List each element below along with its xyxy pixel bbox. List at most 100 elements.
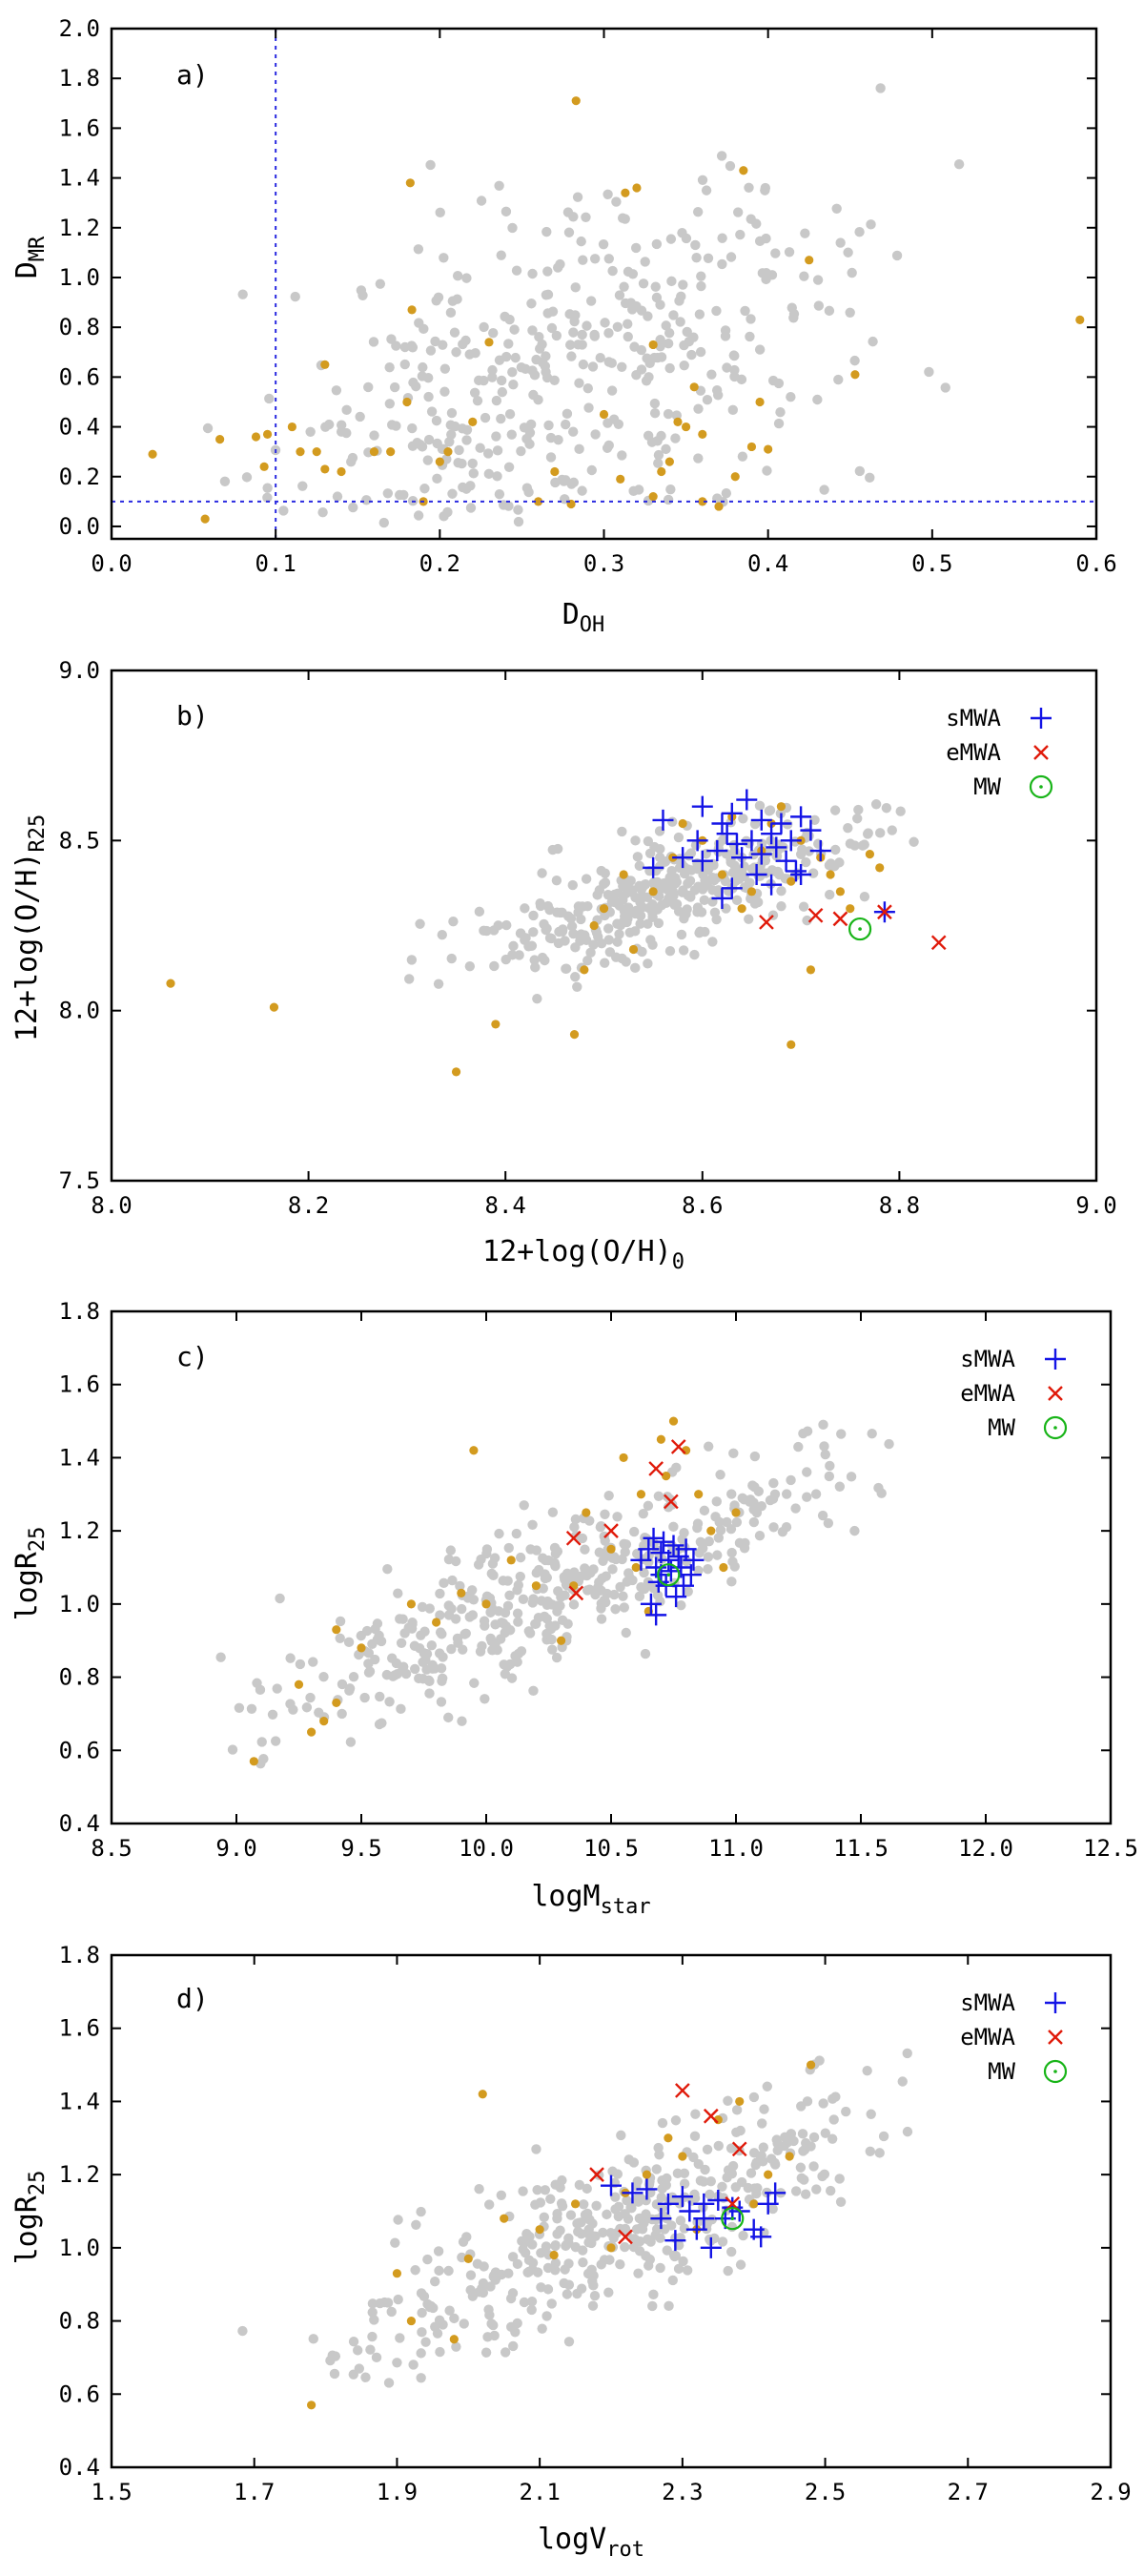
smwa-plus-marker (707, 2189, 729, 2211)
smwa-plus-marker (766, 836, 787, 858)
data-point-gray (563, 227, 575, 237)
data-point-gray (491, 395, 502, 406)
data-point-gray (689, 2189, 700, 2200)
emwa-cross-marker (670, 1439, 686, 1454)
data-point-gray (305, 1692, 316, 1703)
data-point-gray (675, 317, 685, 327)
data-point-gold (698, 497, 707, 506)
emwa-cross-marker (648, 1461, 664, 1476)
data-point-gray (506, 429, 517, 440)
data-point-gray (367, 2331, 378, 2342)
panel-c: c) logMstar logR25 8.5 9.0 9.5 10.0 10.5 11.0… (10, 1298, 1138, 1919)
data-point-gray (227, 1744, 238, 1755)
data-point-gray (384, 399, 396, 409)
data-point-gray (519, 2297, 530, 2308)
data-point-gray (607, 2166, 618, 2176)
data-point-gray (633, 484, 644, 495)
data-point-gray (482, 2332, 493, 2342)
data-point-gray (426, 1640, 438, 1651)
data-point-gray (667, 816, 678, 827)
data-point-gray (389, 381, 400, 393)
data-point-gray (215, 1652, 226, 1662)
data-point-gray (448, 916, 459, 927)
data-point-gray (496, 375, 507, 386)
data-point-gray (603, 1490, 614, 1501)
data-point-gray (642, 892, 653, 903)
data-point-gray (413, 510, 424, 521)
data-point-gray (640, 1648, 651, 1659)
smwa-plus-marker (775, 850, 797, 872)
data-point-gray (635, 918, 645, 929)
data-point-gray (452, 271, 463, 281)
smwa-plus-marker (711, 887, 733, 909)
data-point-gray (615, 2259, 625, 2270)
data-point-gray (591, 2200, 602, 2211)
y-tick-label: 0.6 (59, 2380, 100, 2407)
data-point-gray (595, 352, 605, 363)
y-tick-label: 1.8 (59, 1298, 100, 1325)
data-point-gray (602, 2209, 612, 2220)
data-point-gray (577, 1533, 588, 1544)
data-point-gray (465, 2270, 477, 2280)
data-point-gray (435, 2346, 445, 2358)
data-point-gray (503, 339, 514, 349)
data-point-gray (598, 1556, 608, 1566)
data-point-gold (648, 887, 658, 896)
data-point-gray (562, 2289, 573, 2299)
data-point-gray (688, 332, 699, 342)
data-point-gray (534, 1564, 544, 1576)
data-point-gold (737, 904, 746, 914)
data-point-gray (457, 1716, 467, 1726)
data-point-gold (631, 1562, 641, 1573)
data-point-gray (617, 361, 627, 373)
data-point-gray (622, 1577, 632, 1587)
data-point-gray (582, 1570, 592, 1581)
data-point-gray (820, 2128, 831, 2138)
data-point-gray (386, 334, 397, 344)
data-point-gray (456, 1603, 467, 1615)
x-tick-label: 0.6 (1075, 550, 1116, 577)
data-point-gray (725, 2143, 737, 2154)
data-point-gray (635, 911, 646, 921)
data-point-gray (731, 1516, 743, 1528)
data-point-gray (731, 2105, 743, 2115)
data-point-gray (603, 418, 613, 428)
emwa-cross-marker (675, 2083, 690, 2098)
data-point-gray (418, 1674, 428, 1684)
data-point-gold (805, 256, 814, 265)
data-point-gray (381, 1669, 393, 1680)
data-point-gray (603, 254, 614, 264)
data-point-gold (776, 802, 786, 812)
data-point-gray (632, 852, 644, 862)
data-point-gray (670, 2115, 682, 2126)
data-point-gray (511, 1528, 522, 1539)
data-point-gray (679, 2168, 690, 2179)
data-point-gray (717, 233, 727, 243)
data-point-gray (818, 1419, 828, 1431)
data-point-gold (549, 2250, 559, 2260)
data-point-gray (770, 248, 781, 258)
data-point-gray (759, 2104, 769, 2114)
data-point-gray (630, 962, 641, 974)
smwa-plus-marker (636, 2178, 658, 2200)
data-point-gray (810, 1489, 822, 1499)
data-point-gray (830, 844, 841, 855)
data-point-gray (603, 357, 614, 367)
data-point-gray (653, 917, 664, 929)
data-point-gray (596, 2259, 606, 2270)
data-point-gray (875, 83, 886, 93)
data-point-gray (487, 1645, 498, 1656)
data-point-gray (317, 507, 328, 518)
data-point-gray (754, 800, 766, 812)
data-point-gray (501, 919, 512, 931)
data-point-gray (853, 804, 864, 815)
data-point-gray (712, 390, 724, 401)
data-point-gray (604, 2255, 615, 2265)
data-point-gray (578, 2257, 588, 2268)
smwa-plus-marker (650, 2208, 672, 2230)
data-point-gray (541, 2311, 552, 2321)
data-point-gray (649, 398, 661, 409)
data-point-gray (634, 860, 644, 872)
data-point-gray (726, 2246, 737, 2257)
data-point-gray (598, 2227, 608, 2238)
